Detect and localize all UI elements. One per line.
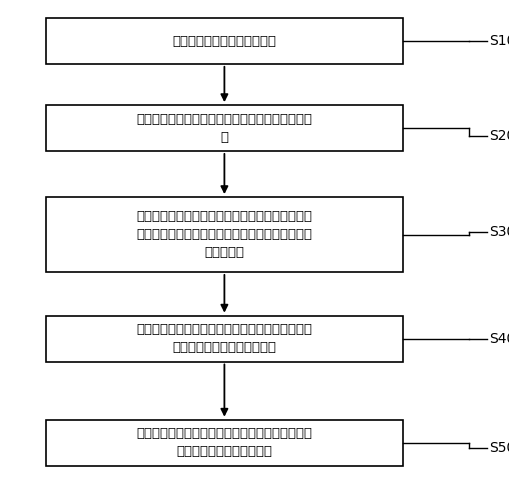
Text: 检测所述车辆环视图像得到相应的角点方框和车位
方框，并确定每一角点方框和车位方框的相应类别
及位置信息: 检测所述车辆环视图像得到相应的角点方框和车位 方框，并确定每一角点方框和车位方框…	[136, 210, 312, 259]
Text: S200: S200	[489, 129, 509, 142]
Bar	[46, 316, 402, 362]
Text: 获取车辆不同角度方向的图像: 获取车辆不同角度方向的图像	[172, 35, 276, 47]
Bar	[46, 420, 402, 466]
Bar	[46, 197, 402, 272]
Text: S100: S100	[489, 34, 509, 48]
Text: S400: S400	[489, 332, 509, 346]
Text: S300: S300	[489, 226, 509, 239]
Text: 根据所述车辆不同角度方向的图像得到车辆环视图
像: 根据所述车辆不同角度方向的图像得到车辆环视图 像	[136, 113, 312, 144]
Bar	[46, 18, 402, 64]
Text: S500: S500	[489, 441, 509, 454]
Bar	[46, 105, 402, 151]
Text: 根据所述每一车位方框内所对应的角点方框确定与
该车位方框对应的车位线框: 根据所述每一车位方框内所对应的角点方框确定与 该车位方框对应的车位线框	[136, 427, 312, 458]
Text: 根据所述车位方框和角点方框的位置信息确定每一
车位方框内所对应的角点方框: 根据所述车位方框和角点方框的位置信息确定每一 车位方框内所对应的角点方框	[136, 323, 312, 354]
